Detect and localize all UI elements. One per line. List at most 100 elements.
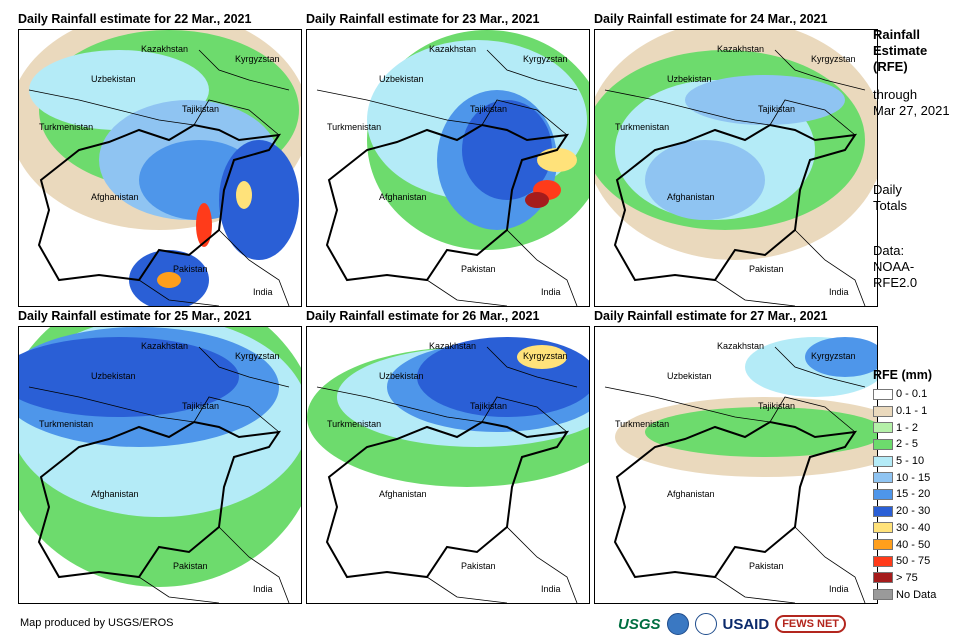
noaa-logo [666, 613, 689, 635]
afghanistan-border [325, 123, 570, 282]
afghanistan-border [325, 420, 570, 579]
legend-label: 30 - 40 [896, 521, 931, 534]
country-label: Pakistan [461, 264, 496, 274]
country-label: Tajikistan [758, 401, 795, 411]
country-label: India [541, 584, 561, 594]
rainfall-area [157, 272, 181, 288]
country-border [714, 279, 796, 306]
panel-title: Daily Rainfall estimate for 27 Mar., 202… [594, 309, 828, 323]
data-source-note: Data: NOAA- RFE2.0 [873, 243, 917, 291]
period-line: through [873, 87, 918, 102]
state-seal-logo [694, 613, 717, 635]
country-border [794, 229, 866, 306]
legend-item: 0.1 - 1 [873, 403, 973, 420]
rainfall-area [805, 337, 877, 377]
country-label: Turkmenistan [615, 122, 669, 132]
country-label: Pakistan [749, 264, 784, 274]
legend-swatch [873, 388, 893, 400]
country-label: Kyrgyzstan [523, 351, 568, 361]
country-label: Uzbekistan [379, 74, 424, 84]
country-label: Pakistan [749, 561, 784, 571]
country-label: Tajikistan [182, 401, 219, 411]
country-label: Pakistan [173, 264, 208, 274]
panel-title: Daily Rainfall estimate for 25 Mar., 202… [18, 309, 252, 323]
country-border [28, 386, 195, 423]
map-series-title: Rainfall Estimate (RFE) [873, 27, 927, 75]
panel-title: Daily Rainfall estimate for 24 Mar., 202… [594, 12, 828, 26]
rainfall-area [685, 75, 845, 125]
legend-label: 5 - 10 [896, 455, 925, 468]
country-label: Turkmenistan [327, 419, 381, 429]
country-label: Uzbekistan [91, 371, 136, 381]
legend-item: 5 - 10 [873, 453, 973, 470]
country-label: Kyrgyzstan [523, 54, 568, 64]
legend-swatch [873, 555, 893, 567]
country-label: Tajikistan [470, 401, 507, 411]
title-line: Estimate [873, 43, 928, 58]
legend-swatch [873, 505, 893, 517]
country-border [316, 89, 483, 126]
country-border [218, 229, 290, 306]
legend-label: 50 - 75 [896, 555, 931, 568]
country-label: Kyrgyzstan [235, 351, 280, 361]
rainfall-area [525, 192, 549, 208]
country-label: Kyrgyzstan [811, 351, 856, 361]
legend-swatch [873, 422, 893, 434]
country-label: India [541, 287, 561, 297]
country-border [198, 49, 290, 91]
legend-item: No Data [873, 586, 973, 603]
country-label: Kazakhstan [429, 341, 476, 351]
rfe-legend: RFE (mm) 0 - 0.1 0.1 - 1 1 - 2 2 - 5 5 -… [873, 368, 973, 603]
country-border [28, 89, 195, 126]
legend-swatch [873, 405, 893, 417]
panel-title: Daily Rainfall estimate for 23 Mar., 202… [306, 12, 540, 26]
legend-title: RFE (mm) [873, 368, 933, 382]
legend-item: 0 - 0.1 [873, 386, 973, 403]
legend-item: 2 - 5 [873, 436, 973, 453]
partner-logos: USGS USAID FEWS NET [618, 610, 847, 638]
source-line: Data: [873, 243, 905, 258]
legend-item: 1 - 2 [873, 419, 973, 436]
country-label: Uzbekistan [379, 371, 424, 381]
legend-label: No Data [896, 588, 937, 601]
legend-label: 40 - 50 [896, 538, 931, 551]
map-credit: Map produced by USGS/EROS [20, 617, 174, 629]
totals-note: Daily Totals [873, 182, 907, 214]
country-label: Tajikistan [470, 104, 507, 114]
rainfall-field: Kazakhstan Kyrgyzstan Uzbekistan Tajikistan… [19, 327, 301, 603]
country-border [218, 526, 290, 603]
country-label: Kazakhstan [717, 341, 764, 351]
country-border [769, 396, 856, 433]
country-border [714, 576, 796, 603]
legend-label: 10 - 15 [896, 471, 931, 484]
legend-item: 40 - 50 [873, 536, 973, 553]
title-line: (RFE) [873, 59, 908, 74]
rainfall-field: Kazakhstan Kyrgyzstan Uzbekistan Tajikistan… [307, 337, 589, 603]
rainfall-field: Kazakhstan Kyrgyzstan Uzbekistan Tajikistan… [595, 30, 877, 306]
legend-item: 20 - 30 [873, 503, 973, 520]
legend-swatch [873, 522, 893, 534]
totals-line: Totals [873, 198, 907, 213]
legend-swatch [873, 589, 893, 601]
legend-item: 30 - 40 [873, 520, 973, 537]
panel-title: Daily Rainfall estimate for 22 Mar., 202… [18, 12, 252, 26]
usgs-logo: USGS [618, 615, 661, 633]
panel-title: Daily Rainfall estimate for 26 Mar., 202… [306, 309, 540, 323]
country-label: Turkmenistan [327, 122, 381, 132]
country-border [481, 99, 568, 136]
country-border [506, 526, 578, 603]
rainfall-area [219, 140, 299, 260]
country-label: Pakistan [461, 561, 496, 571]
rainfall-map: Kazakhstan Kyrgyzstan Uzbekistan Tajikistan… [18, 29, 302, 307]
country-border [138, 576, 220, 603]
country-label: Afghanistan [667, 192, 715, 202]
rainfall-area [19, 337, 239, 417]
country-label: Kazakhstan [717, 44, 764, 54]
country-border [316, 386, 483, 423]
country-label: Tajikistan [182, 104, 219, 114]
period-note: through Mar 27, 2021 [873, 87, 950, 119]
country-border [604, 386, 771, 423]
country-label: Turkmenistan [39, 122, 93, 132]
country-label: Pakistan [173, 561, 208, 571]
country-label: Afghanistan [91, 489, 139, 499]
